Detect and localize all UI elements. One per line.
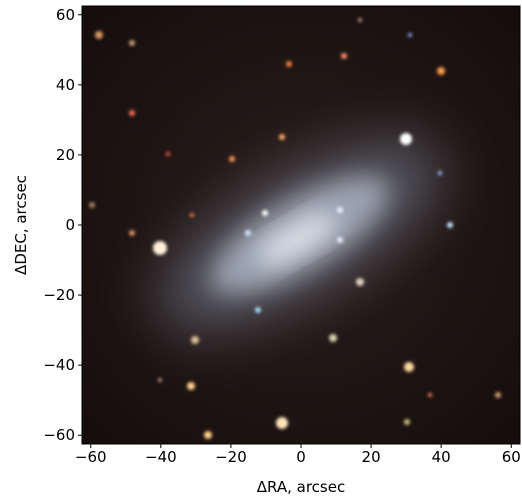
x-axis-label: ΔRA, arcsec [257,478,345,496]
x-tick-label: 40 [432,448,451,466]
x-tick-label: −20 [215,448,247,466]
chart: ΔRA, arcsec ΔDEC, arcsec −60 −40 −20 0 20 40 6… [0,0,522,499]
x-tick-label: 60 [502,448,521,466]
sky-image [82,6,520,444]
y-tick-label: 40 [56,76,75,94]
y-tick-label: −20 [43,286,75,304]
x-tick-label: −40 [145,448,177,466]
y-tick-label: 20 [56,146,75,164]
x-tick-label: 20 [362,448,381,466]
y-tick-label: −60 [43,426,75,444]
x-tick-label: 0 [296,448,306,466]
y-axis-label: ΔDEC, arcsec [12,175,30,275]
y-tick-label: −40 [43,356,75,374]
y-tick-label: 0 [65,216,75,234]
x-tick-label: −60 [75,448,107,466]
y-tick-label: 60 [56,6,75,24]
